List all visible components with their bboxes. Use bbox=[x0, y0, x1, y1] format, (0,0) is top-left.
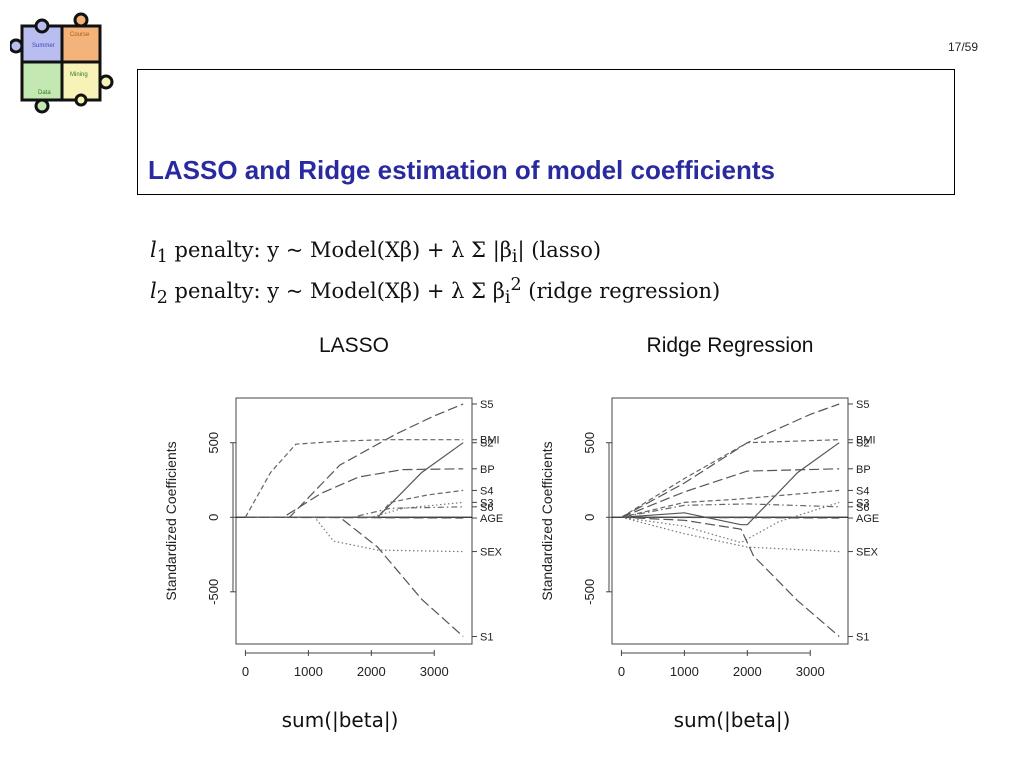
ridge-series-bmi bbox=[621, 439, 840, 518]
formula-l2-sub: 2 bbox=[156, 288, 168, 309]
formula-l2: l2 penalty: y ~ Model(Xβ) + λ Σ βi2 (rid… bbox=[150, 275, 720, 308]
ridge-series-label-bmi: BMI bbox=[856, 435, 876, 447]
ridge-series-s4 bbox=[621, 489, 840, 518]
lasso-y-tick-label: -500 bbox=[206, 579, 221, 605]
ridge-y-axis-label: Standardized Coefficients bbox=[539, 441, 555, 600]
lasso-series-label-s2: S2 bbox=[480, 438, 493, 450]
formula-l2-tail: (ridge regression) bbox=[521, 279, 721, 303]
formula-l2-sub-i: i bbox=[504, 288, 511, 309]
ridge-y-tick-label: 0 bbox=[582, 514, 597, 521]
lasso-series-label-s3: S3 bbox=[480, 497, 493, 509]
ridge-x-caption: sum(|beta|) bbox=[673, 708, 791, 732]
ridge-series-label-s1: S1 bbox=[856, 632, 869, 644]
ridge-series-s5 bbox=[621, 403, 840, 518]
lasso-series-label-s4: S4 bbox=[480, 485, 493, 497]
lasso-y-tick-label: 500 bbox=[206, 432, 221, 454]
lasso-series-s3 bbox=[245, 501, 464, 518]
lasso-series-label-s6: S6 bbox=[480, 502, 493, 514]
ridge-x-tick-label: 3000 bbox=[796, 664, 825, 679]
lasso-plot-frame bbox=[235, 397, 473, 645]
ridge-series-label-s3: S3 bbox=[856, 497, 869, 509]
lasso-series-s4 bbox=[245, 489, 464, 518]
formula-l1-term: l bbox=[150, 238, 157, 262]
ridge-series-bp bbox=[621, 468, 840, 518]
lasso-series-label-s1: S1 bbox=[480, 632, 493, 644]
formula-l1: l1 penalty: y ~ Model(Xβ) + λ Σ |βi| (la… bbox=[150, 238, 601, 267]
lasso-series-label-bmi: BMI bbox=[480, 435, 500, 447]
logo-label-mining: Mining bbox=[70, 72, 88, 78]
ridge-series-label-bp: BP bbox=[856, 464, 871, 476]
ridge-series-label-sex: SEX bbox=[856, 547, 879, 559]
lasso-x-tick-label: 0 bbox=[242, 664, 249, 679]
lasso-chart-title: LASSO bbox=[319, 334, 389, 357]
lasso-series-s5 bbox=[245, 403, 464, 518]
logo-label-data: Data bbox=[38, 90, 51, 96]
ridge-series-label-s4: S4 bbox=[856, 485, 869, 497]
ridge-series-s2 bbox=[621, 442, 840, 526]
lasso-x-tick-label: 3000 bbox=[420, 664, 449, 679]
lasso-y-axis-label: Standardized Coefficients bbox=[163, 441, 179, 600]
lasso-series-label-age: AGE bbox=[480, 513, 503, 525]
lasso-series-bp bbox=[245, 468, 464, 518]
ridge-series-label-s5: S5 bbox=[856, 399, 869, 411]
ridge-series-label-age: AGE bbox=[856, 513, 879, 525]
ridge-plot-frame bbox=[611, 397, 849, 645]
ridge-series-sex bbox=[621, 516, 840, 553]
lasso-series-label-s5: S5 bbox=[480, 399, 493, 411]
ridge-series-age bbox=[621, 516, 840, 519]
ridge-x-tick-label: 1000 bbox=[670, 664, 699, 679]
lasso-series-bmi bbox=[244, 439, 464, 518]
lasso-series-sex bbox=[245, 516, 464, 553]
ridge-series-label-s6: S6 bbox=[856, 502, 869, 514]
lasso-series-label-bp: BP bbox=[480, 464, 495, 476]
formula-l2-sup: 2 bbox=[510, 275, 522, 295]
title-box: LASSO and Ridge estimation of model coef… bbox=[137, 69, 955, 195]
ridge-chart-title: Ridge Regression bbox=[647, 334, 814, 357]
logo-label-course: Course bbox=[70, 32, 90, 38]
formula-l2-term: l bbox=[150, 279, 157, 303]
lasso-x-caption: sum(|beta|) bbox=[281, 708, 399, 732]
ridge-x-tick-label: 2000 bbox=[733, 664, 762, 679]
formula-l1-tail: | (lasso) bbox=[517, 238, 602, 262]
lasso-y-tick-label: 0 bbox=[206, 514, 221, 521]
ridge-series-s1 bbox=[621, 516, 840, 637]
puzzle-logo: Summer Course Mining Data bbox=[10, 12, 114, 114]
ridge-series-label-s2: S2 bbox=[856, 438, 869, 450]
formula-l1-sub: 1 bbox=[156, 247, 168, 268]
lasso-x-tick-label: 2000 bbox=[357, 664, 386, 679]
lasso-chart: LASSO 0 1000 2000 3000 500 0 -500 Standardized C… bbox=[163, 334, 503, 679]
formula-l1-text: penalty: y ~ Model(Xβ) + λ Σ |β bbox=[167, 238, 512, 262]
lasso-series-label-sex: SEX bbox=[480, 547, 503, 559]
slide-title: LASSO and Ridge estimation of model coef… bbox=[148, 155, 775, 185]
ridge-y-tick-label: -500 bbox=[582, 579, 597, 605]
page-number: 17/59 bbox=[947, 40, 978, 54]
lasso-x-tick-label: 1000 bbox=[294, 664, 323, 679]
lasso-series-s2 bbox=[245, 442, 464, 518]
ridge-chart: Ridge Regression 0 1000 2000 3000 500 0 -500 Sta… bbox=[539, 334, 879, 679]
ridge-y-tick-label: 500 bbox=[582, 432, 597, 454]
ridge-x-tick-label: 0 bbox=[618, 664, 625, 679]
ridge-series-s6 bbox=[621, 503, 840, 518]
lasso-series-s1 bbox=[245, 516, 464, 637]
formula-l1-sub-i: i bbox=[511, 247, 518, 268]
formula-l2-text: penalty: y ~ Model(Xβ) + λ Σ β bbox=[167, 279, 505, 303]
logo-label-summer: Summer bbox=[32, 43, 55, 49]
lasso-series-s6 bbox=[245, 506, 464, 518]
